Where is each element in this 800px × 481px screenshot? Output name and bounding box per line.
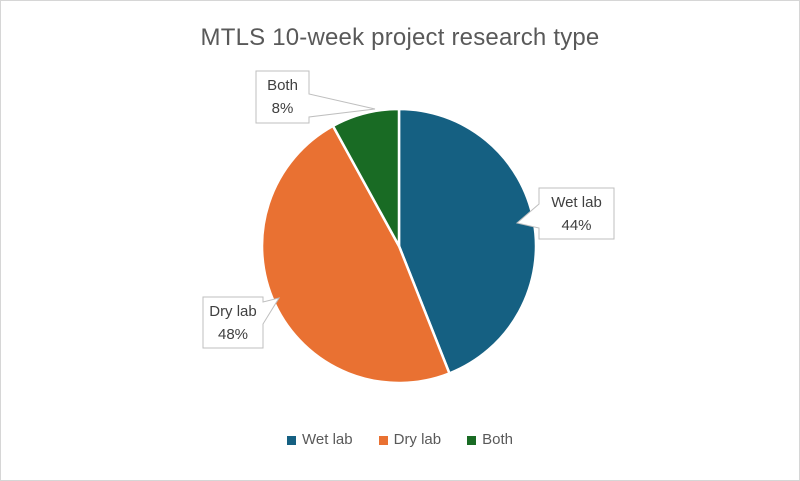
pie-slice-both[interactable] <box>331 107 401 248</box>
callout-value-label: 44% <box>561 216 592 234</box>
legend-item-wet-lab[interactable]: Wet lab <box>287 431 353 448</box>
legend-swatch-dry-lab <box>378 435 388 445</box>
callout-bubble-dry-lab <box>202 296 281 349</box>
chart-title: MTLS 10-week project research type <box>200 24 600 51</box>
legend-label-dry-lab: Dry lab <box>393 431 442 448</box>
callout-bubble-both <box>255 70 376 124</box>
legend-swatch-wet-lab <box>287 435 297 445</box>
callout-category-label: Both <box>267 77 298 94</box>
legend-label-wet-lab: Wet lab <box>302 431 353 448</box>
legend-label-both: Both <box>482 431 513 448</box>
chart-legend: Wet lab Dry lab Both <box>1 431 799 448</box>
legend-item-both[interactable]: Both <box>467 431 513 448</box>
callout-category-label: Wet lab <box>551 193 602 211</box>
callout-category-label: Dry lab <box>209 302 257 320</box>
callout-value-label: 48% <box>217 325 249 343</box>
data-label-callout-dry-lab[interactable]: Dry lab 48% <box>203 297 263 348</box>
callout-bubble-wet-lab <box>515 187 615 240</box>
legend-item-dry-lab[interactable]: Dry lab <box>378 431 442 448</box>
data-label-callout-wet-lab[interactable]: Wet lab 44% <box>539 188 614 239</box>
callout-value-label: 8% <box>271 100 294 117</box>
legend-swatch-both <box>467 435 477 445</box>
data-label-callout-both[interactable]: Both 8% <box>256 71 309 123</box>
